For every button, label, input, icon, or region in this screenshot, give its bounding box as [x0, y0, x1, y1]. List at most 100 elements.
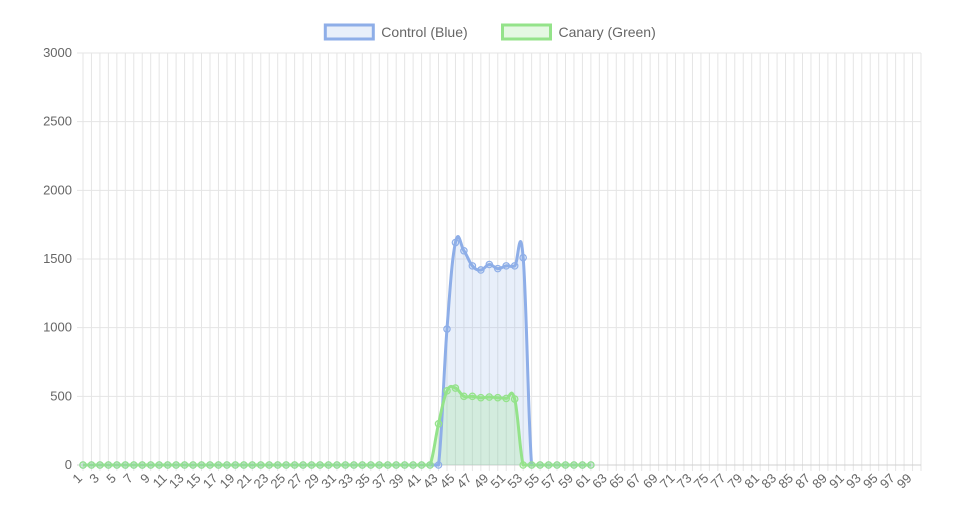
data-point-canary[interactable]	[240, 461, 248, 469]
data-point-canary[interactable]	[417, 461, 426, 469]
legend-item-control[interactable]: Control (Blue)	[323, 23, 468, 41]
y-tick-label: 1000	[43, 320, 72, 335]
data-point-canary[interactable]	[333, 461, 341, 469]
data-point-canary[interactable]	[341, 461, 350, 469]
data-point-canary[interactable]	[163, 461, 172, 469]
y-tick-label: 2000	[43, 182, 72, 197]
data-point-canary[interactable]	[553, 461, 561, 469]
data-point-canary[interactable]	[273, 461, 282, 469]
series-area-control	[83, 236, 591, 465]
data-point-canary[interactable]	[502, 394, 511, 403]
data-point-canary[interactable]	[121, 461, 130, 469]
data-point-canary[interactable]	[350, 461, 358, 469]
data-point-canary[interactable]	[519, 461, 527, 469]
y-tick-label: 0	[65, 457, 72, 472]
y-tick-label: 2500	[43, 114, 72, 129]
data-point-canary[interactable]	[214, 461, 223, 469]
data-point-canary[interactable]	[460, 392, 468, 401]
data-point-canary[interactable]	[206, 461, 214, 469]
data-point-canary[interactable]	[129, 461, 138, 469]
data-point-control[interactable]	[434, 461, 443, 469]
data-point-canary[interactable]	[451, 384, 460, 392]
y-tick-label: 500	[50, 388, 72, 403]
data-point-canary[interactable]	[189, 461, 197, 469]
data-point-control[interactable]	[502, 262, 511, 270]
data-point-canary[interactable]	[443, 387, 451, 395]
data-point-canary[interactable]	[223, 461, 231, 469]
data-point-canary[interactable]	[366, 461, 375, 469]
data-point-canary[interactable]	[146, 461, 155, 469]
data-point-control[interactable]	[493, 264, 502, 273]
data-point-control[interactable]	[443, 325, 451, 333]
data-point-canary[interactable]	[113, 461, 121, 469]
x-tick-label: 5	[103, 471, 119, 487]
x-tick-label: 7	[120, 471, 136, 487]
data-point-canary[interactable]	[197, 461, 206, 469]
data-point-canary[interactable]	[544, 461, 553, 469]
data-point-control[interactable]	[485, 260, 494, 269]
data-point-canary[interactable]	[527, 461, 536, 469]
data-point-control[interactable]	[510, 262, 519, 270]
data-point-canary[interactable]	[265, 461, 274, 469]
data-point-canary[interactable]	[87, 461, 96, 469]
data-point-canary[interactable]	[493, 393, 502, 402]
legend-item-canary[interactable]: Canary (Green)	[501, 23, 656, 41]
data-point-canary[interactable]	[155, 461, 163, 469]
series-layer	[79, 235, 595, 469]
data-point-control[interactable]	[460, 246, 468, 255]
data-point-canary[interactable]	[383, 461, 392, 469]
x-tick-label: 1	[69, 471, 85, 487]
data-point-canary[interactable]	[510, 395, 519, 403]
y-axis: 0 500 1000 1500 2000 2500 3000	[43, 45, 72, 472]
data-point-canary[interactable]	[104, 461, 113, 469]
data-point-canary[interactable]	[561, 461, 570, 469]
data-point-canary[interactable]	[587, 461, 595, 469]
data-point-canary[interactable]	[79, 461, 87, 469]
data-point-canary[interactable]	[392, 461, 400, 469]
data-point-control[interactable]	[477, 266, 485, 274]
data-point-canary[interactable]	[290, 461, 299, 469]
legend-swatch	[501, 23, 552, 41]
data-point-canary[interactable]	[138, 461, 147, 469]
data-point-canary[interactable]	[316, 461, 324, 469]
data-point-control[interactable]	[468, 262, 477, 270]
data-point-canary[interactable]	[299, 461, 307, 469]
data-point-canary[interactable]	[256, 461, 265, 469]
data-point-canary[interactable]	[231, 461, 240, 469]
data-point-canary[interactable]	[468, 392, 477, 401]
legend-label: Control (Blue)	[381, 24, 467, 40]
data-point-canary[interactable]	[426, 461, 434, 469]
data-point-canary[interactable]	[409, 461, 417, 469]
legend-swatch	[323, 23, 375, 41]
data-point-canary[interactable]	[358, 461, 367, 469]
y-tick-label: 1500	[43, 251, 72, 266]
x-tick-label: 99	[894, 471, 915, 492]
data-point-canary[interactable]	[282, 461, 290, 469]
data-point-canary[interactable]	[375, 461, 384, 469]
data-point-canary[interactable]	[248, 461, 257, 469]
data-point-canary[interactable]	[324, 461, 333, 469]
data-point-canary[interactable]	[536, 461, 544, 469]
legend[interactable]: Control (Blue) Canary (Green)	[323, 23, 656, 41]
data-point-control[interactable]	[519, 253, 527, 262]
data-point-canary[interactable]	[400, 461, 409, 469]
data-point-canary[interactable]	[180, 461, 189, 469]
data-point-canary[interactable]	[477, 393, 485, 402]
legend-label: Canary (Green)	[559, 24, 656, 40]
data-point-control[interactable]	[451, 238, 460, 247]
data-point-canary[interactable]	[578, 461, 587, 469]
series-area-canary	[83, 386, 591, 465]
grid	[77, 52, 922, 471]
data-point-canary[interactable]	[485, 393, 494, 401]
data-point-canary[interactable]	[570, 461, 578, 469]
x-axis: 1 3 5 7 911131517192123252729313335373941434…	[69, 471, 914, 492]
data-point-canary[interactable]	[434, 419, 443, 428]
y-tick-label: 3000	[43, 45, 72, 60]
data-point-canary[interactable]	[307, 461, 316, 469]
series-line-canary	[83, 384, 591, 467]
data-point-canary[interactable]	[96, 461, 104, 469]
x-tick-label: 3	[86, 471, 102, 487]
data-point-canary[interactable]	[172, 461, 180, 469]
